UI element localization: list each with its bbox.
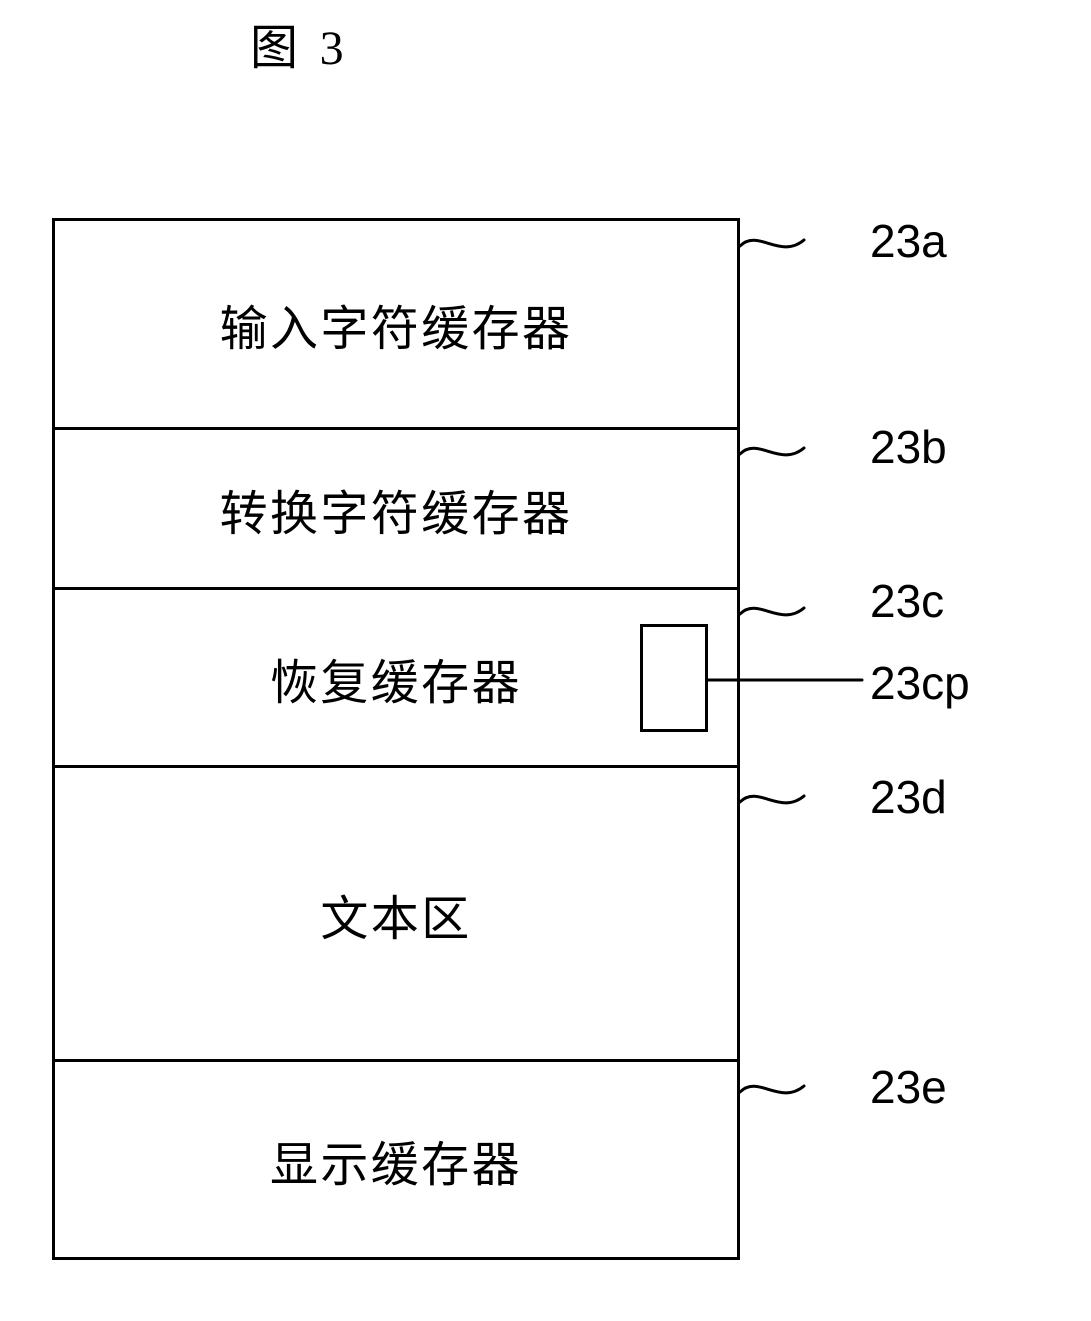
ref-label-23e: 23e (870, 1060, 947, 1114)
page: 图 3 输入字符缓存器 23a转换字符缓存器 23b恢复缓存器 23c 23cp… (0, 0, 1091, 1321)
connector-curve (0, 0, 1091, 1321)
